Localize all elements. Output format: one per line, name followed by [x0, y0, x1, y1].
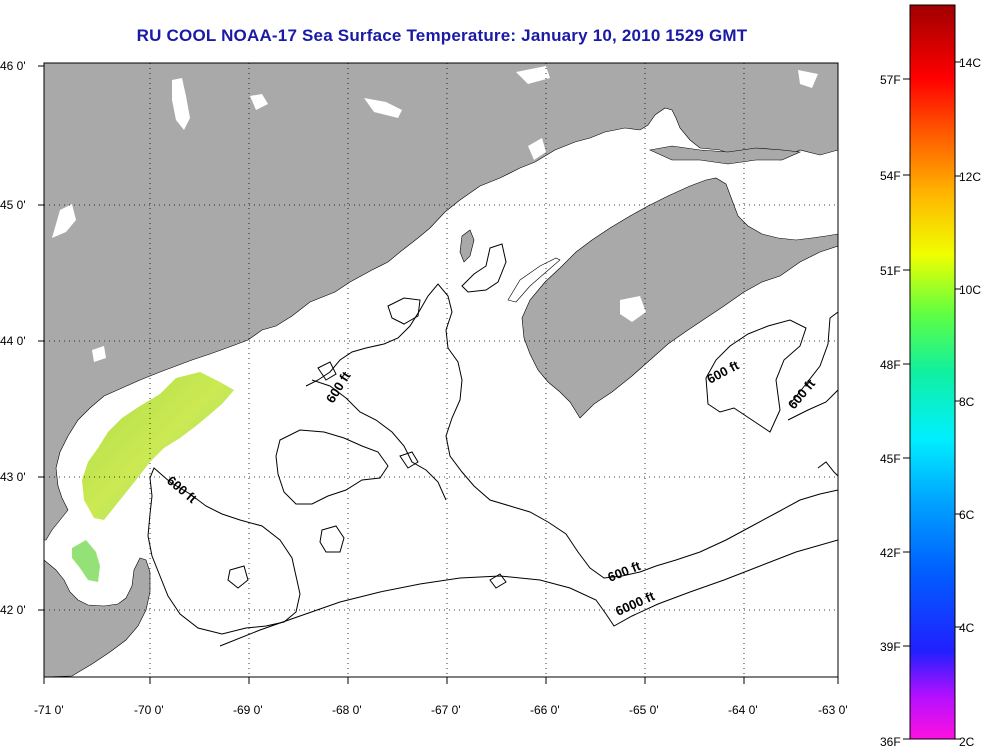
sst-data-patch: [82, 372, 234, 520]
nova-scotia-land: [521, 177, 838, 419]
colorbar-c-label: 10C: [959, 283, 981, 297]
contour-600ft: [305, 283, 838, 579]
contour-600ft: [789, 311, 838, 405]
colorbar-c-label: 8C: [959, 395, 975, 409]
lon-label: -67 0': [431, 703, 461, 717]
lat-label: 45 0': [0, 198, 26, 212]
colorbar-f-label: 42F: [880, 546, 901, 560]
contour-600ft: [275, 429, 389, 505]
lon-label: -64 0': [728, 703, 758, 717]
brier-island: [507, 257, 561, 303]
lon-label: -69 0': [233, 703, 263, 717]
lat-label: 44 0': [0, 334, 26, 348]
colorbar-c-label: 14C: [959, 56, 981, 70]
lake: [516, 66, 550, 84]
contour-6000ft: [219, 539, 838, 647]
lake: [172, 78, 190, 130]
contour-600ft: [705, 319, 807, 433]
lake: [528, 138, 546, 160]
colorbar-f-label: 57F: [880, 73, 901, 87]
contour-600ft: [387, 297, 421, 325]
lon-label: -68 0': [332, 703, 362, 717]
lon-label: -71 0': [34, 703, 64, 717]
contour-600ft: [787, 389, 838, 421]
contour-600ft: [319, 525, 345, 553]
colorbar-c-label: 2C: [959, 735, 975, 749]
lon-label: -70 0': [134, 703, 164, 717]
map-frame: [43, 62, 839, 678]
lake: [620, 296, 646, 322]
pei-land: [649, 145, 802, 165]
contour-600ft: [399, 451, 419, 469]
lat-label: 42 0': [0, 603, 26, 617]
contour-600ft: [227, 565, 249, 589]
colorbar-f-label: 39F: [880, 640, 901, 654]
contour-600ft: [311, 379, 447, 501]
colorbar-ticks: [903, 61, 961, 740]
contour-600ft: [317, 361, 337, 381]
lat-label: 46 0': [0, 59, 26, 73]
lake: [52, 204, 76, 238]
contour-600ft: [489, 573, 507, 589]
lon-label: -65 0': [629, 703, 659, 717]
colorbar-f-label: 51F: [880, 264, 901, 278]
contour-600ft: [461, 243, 507, 293]
colorbar-c-label: 6C: [959, 508, 975, 522]
colorbar-f-label: 45F: [880, 452, 901, 466]
contour-600ft: [817, 461, 838, 477]
contour-600ft: [147, 467, 301, 635]
grand-manan-island: [459, 229, 475, 263]
lake: [364, 98, 402, 118]
massachusetts-land: [44, 557, 151, 677]
lake: [250, 94, 268, 110]
colorbar-f-label: 36F: [880, 735, 901, 749]
colorbar: [909, 4, 956, 740]
lon-label: -63 0': [818, 703, 848, 717]
colorbar-f-label: 48F: [880, 358, 901, 372]
chart-title: RU COOL NOAA-17 Sea Surface Temperature:…: [136, 26, 748, 45]
lake: [92, 346, 106, 362]
sst-data-patch: [72, 540, 100, 582]
colorbar-f-label: 54F: [880, 169, 901, 183]
lat-label: 43 0': [0, 470, 26, 484]
lon-label: -66 0': [530, 703, 560, 717]
colorbar-c-label: 4C: [959, 621, 975, 635]
axis-ticks: [38, 65, 839, 684]
mainland-land: [44, 63, 838, 541]
depth-contours: [147, 243, 838, 647]
colorbar-c-label: 12C: [959, 170, 981, 184]
lake: [798, 70, 818, 88]
